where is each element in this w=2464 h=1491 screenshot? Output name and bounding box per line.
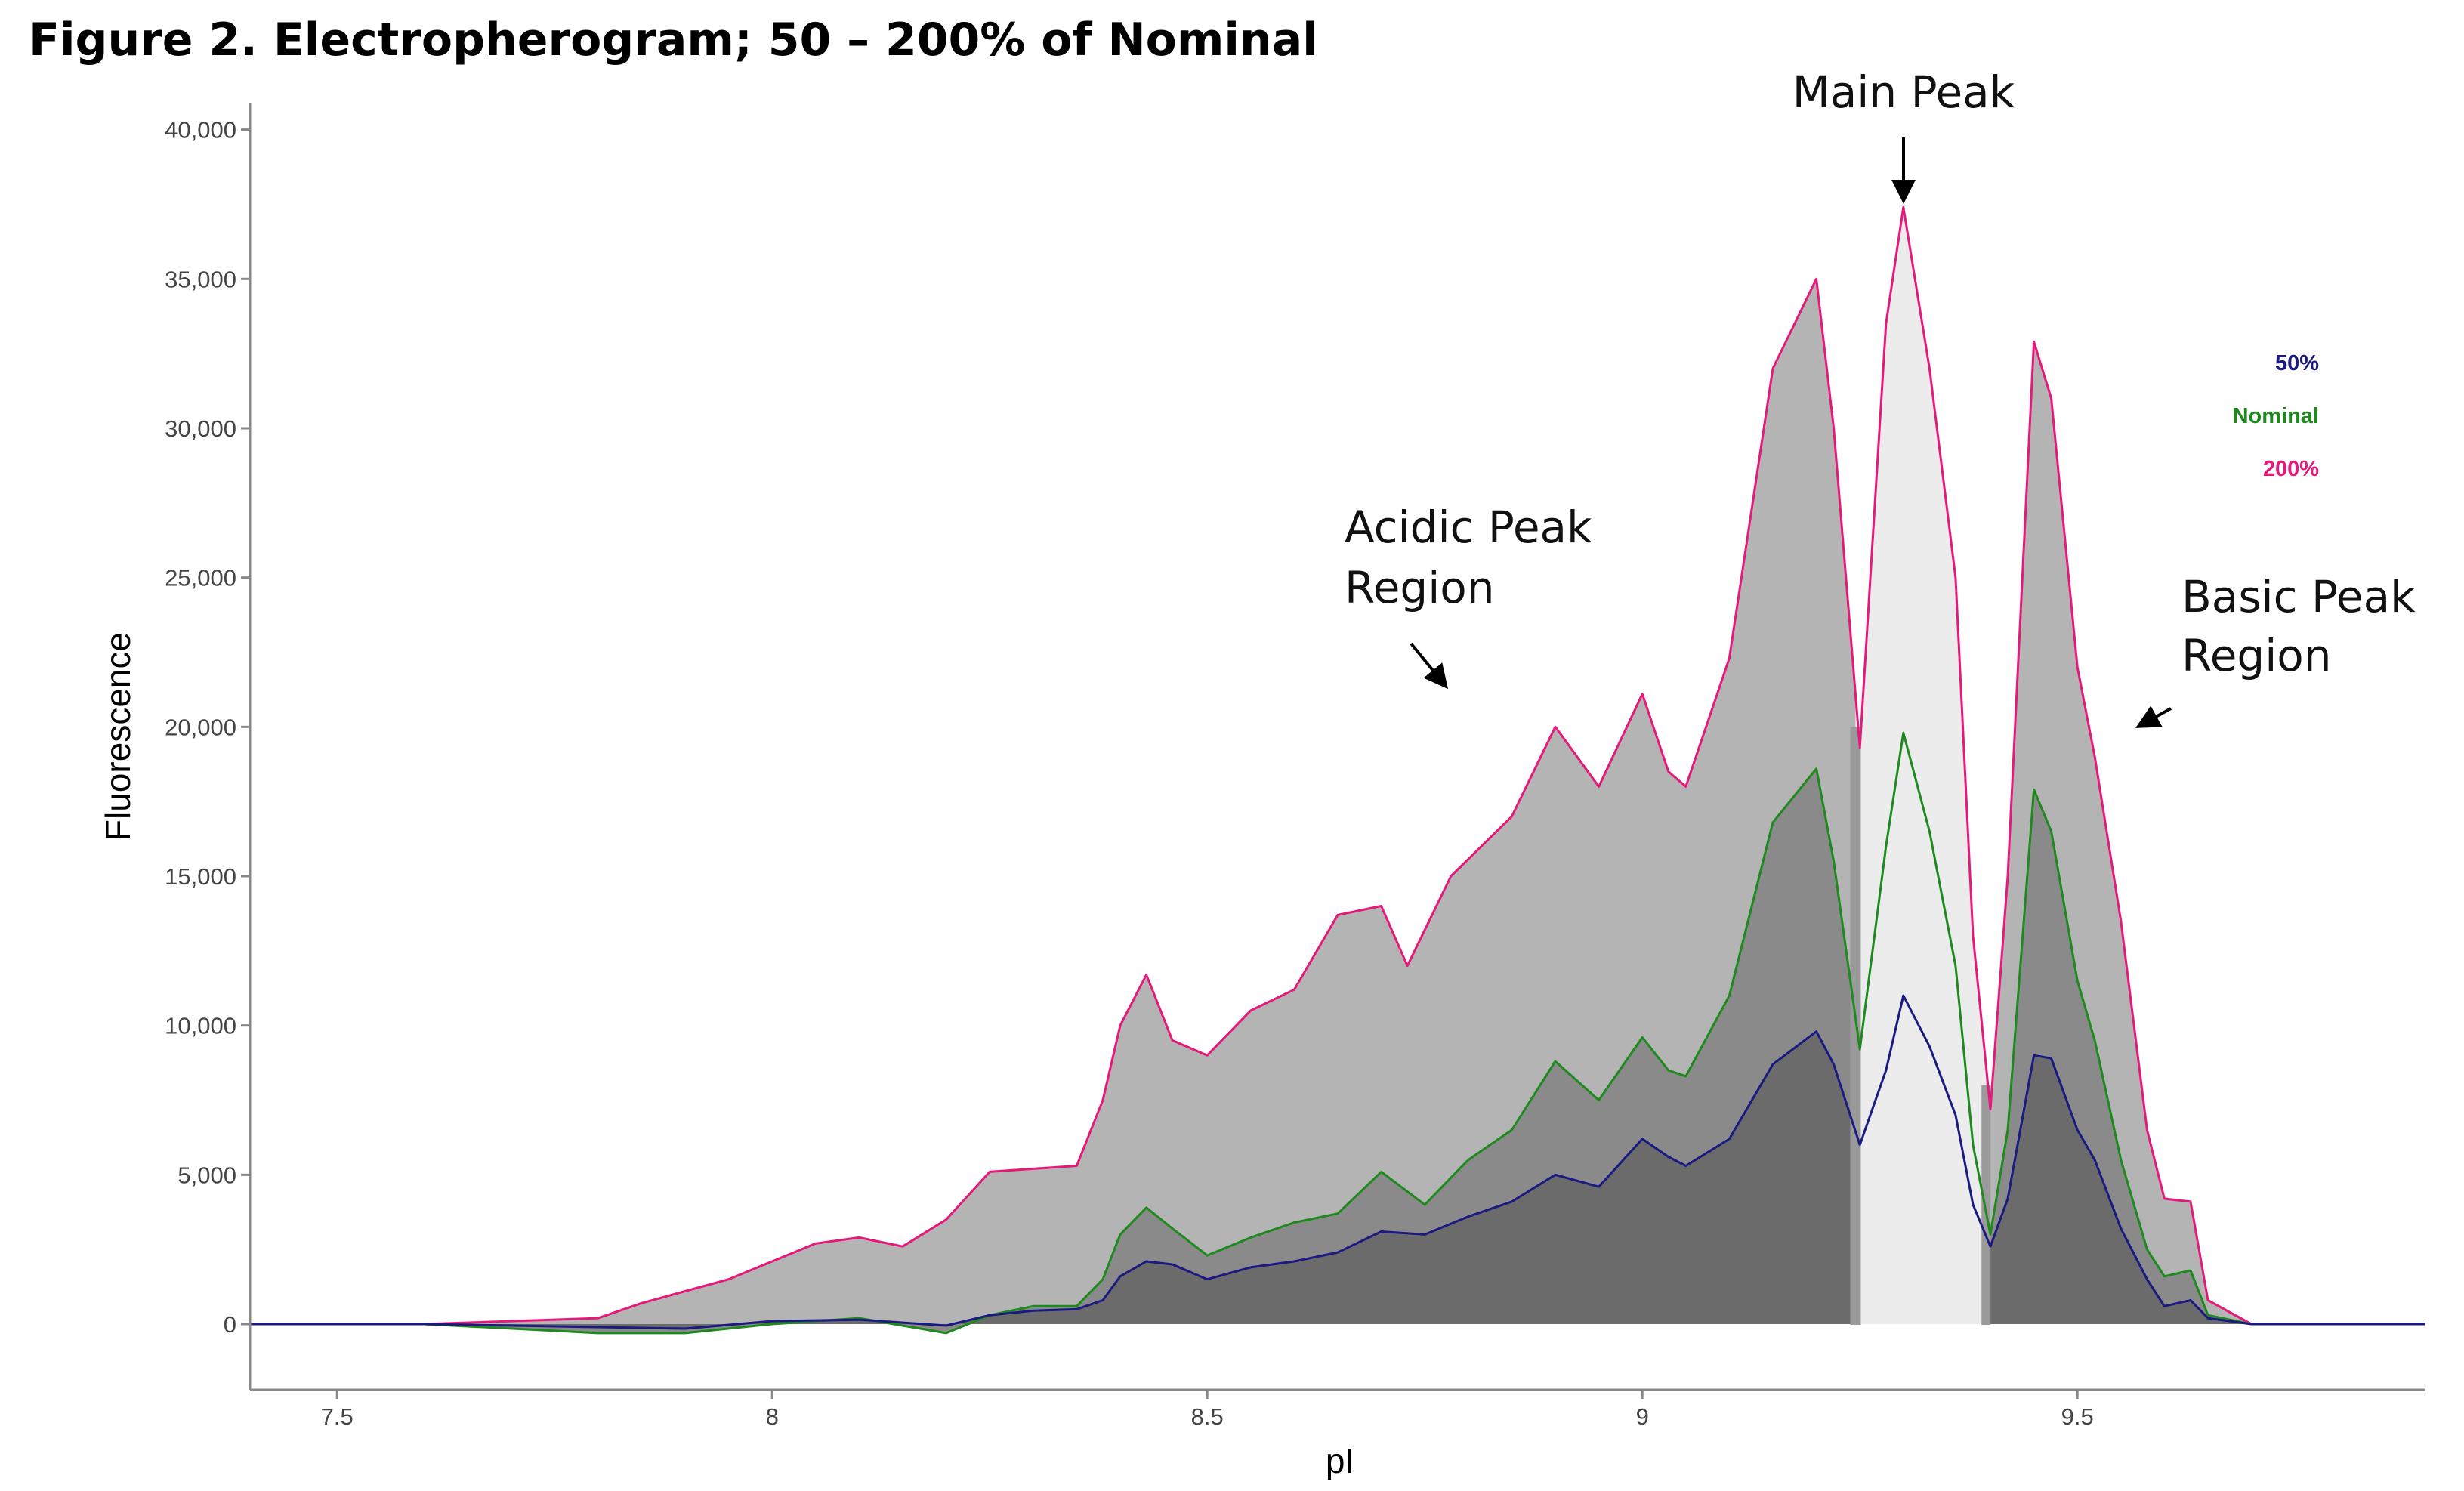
y-tick-label: 35,000 bbox=[165, 266, 236, 292]
x-axis-label: pI bbox=[1326, 1441, 1354, 1480]
y-tick-label: 20,000 bbox=[165, 714, 236, 740]
acidic-region-label-line1: Acidic Peak bbox=[1345, 502, 1592, 553]
y-tick-label: 40,000 bbox=[165, 117, 236, 144]
acidic-region-arrow bbox=[1410, 642, 1449, 690]
tick-labels: 0 5,000 10,000 15,000 20,000 25,000 30,000 35,0… bbox=[165, 117, 2094, 1430]
y-tick-label: 0 bbox=[224, 1311, 236, 1338]
line-nominal bbox=[250, 731, 2425, 1335]
main-peak-label: Main Peak bbox=[1792, 66, 2015, 118]
basic-region-arrow bbox=[2135, 705, 2172, 728]
x-tick-label: 9 bbox=[1636, 1403, 1649, 1430]
basic-region-label-line1: Basic Peak bbox=[2181, 571, 2416, 622]
line-200pct bbox=[250, 205, 2425, 1326]
y-tick-label: 5,000 bbox=[178, 1162, 236, 1188]
area-fills bbox=[250, 207, 2425, 1333]
legend-entry-50pct: 50% bbox=[2275, 351, 2319, 375]
main-peak-region-fill bbox=[1855, 207, 1987, 1324]
line-50pct bbox=[250, 994, 2425, 1330]
band-divider-right bbox=[1981, 1085, 1991, 1326]
basic-region-label-line2: Region bbox=[2181, 630, 2332, 681]
y-tick-label: 25,000 bbox=[165, 565, 236, 591]
legend-entry-nominal: Nominal bbox=[2233, 404, 2319, 428]
figure-title: Figure 2. Electropherogram; 50 – 200% of… bbox=[29, 14, 1318, 66]
y-tick-label: 10,000 bbox=[165, 1013, 236, 1039]
series-lines bbox=[250, 205, 2425, 1335]
acidic-region-label-line2: Region bbox=[1345, 562, 1495, 613]
axes bbox=[241, 103, 2425, 1399]
y-axis-label: Fluorescence bbox=[98, 632, 137, 841]
x-tick-label: 8.5 bbox=[1191, 1403, 1224, 1430]
x-tick-label: 9.5 bbox=[2061, 1403, 2094, 1430]
y-tick-label: 15,000 bbox=[165, 863, 236, 890]
x-tick-label: 7.5 bbox=[321, 1403, 354, 1430]
legend-entry-200pct: 200% bbox=[2263, 457, 2319, 481]
y-tick-label: 30,000 bbox=[165, 415, 236, 442]
legend: 50% Nominal 200% bbox=[2233, 351, 2320, 481]
x-tick-label: 8 bbox=[766, 1403, 779, 1430]
